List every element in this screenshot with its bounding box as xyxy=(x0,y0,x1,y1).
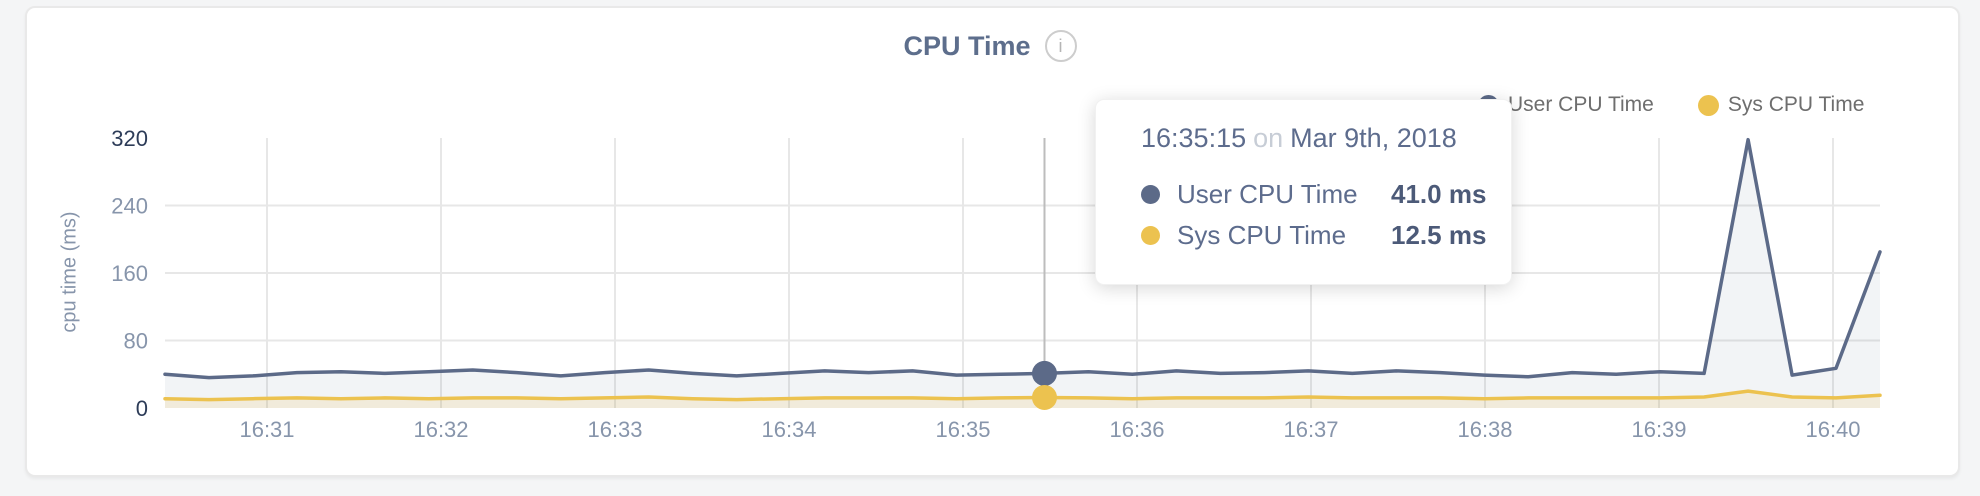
x-tick-label: 16:31 xyxy=(239,417,294,442)
legend-item-sys-cpu-time[interactable]: Sys CPU Time xyxy=(1697,93,1865,117)
x-tick-label: 16:33 xyxy=(587,417,642,442)
x-tick-label: 16:40 xyxy=(1805,417,1860,442)
tooltip-conjunction: on xyxy=(1253,123,1284,153)
tooltip-label-user: User CPU Time xyxy=(1177,179,1358,209)
legend-swatch-sys-icon xyxy=(1697,94,1719,116)
info-icon[interactable]: i xyxy=(1044,30,1077,62)
user-cpu-area xyxy=(165,139,1880,408)
tooltip-label-sys: Sys CPU Time xyxy=(1177,220,1347,250)
x-tick-label: 16:34 xyxy=(761,417,816,442)
tooltip-dot-sys-icon xyxy=(1141,226,1160,245)
y-tick-label: 160 xyxy=(111,261,148,286)
x-tick-label: 16:35 xyxy=(935,417,990,442)
x-tick-label: 16:32 xyxy=(413,417,468,442)
y-axis-title: cpu time (ms) xyxy=(58,211,81,333)
y-tick-label: 320 xyxy=(111,126,148,151)
sys-cpu-area xyxy=(165,391,1880,408)
legend-label-user: User CPU Time xyxy=(1508,93,1654,116)
chart-header: CPU Time i xyxy=(0,28,1980,64)
tooltip-date: Mar 9th, 2018 xyxy=(1290,123,1457,153)
y-tick-label: 80 xyxy=(124,329,148,354)
user-cpu-line xyxy=(163,137,1882,380)
chart-tooltip: 16:35:15 on Mar 9th, 2018 User CPU Time 41… xyxy=(1095,99,1512,285)
tooltip-value-sys: 12.5 ms xyxy=(1391,220,1487,250)
tooltip-value-user: 41.0 ms xyxy=(1391,179,1487,209)
legend-label-sys: Sys CPU Time xyxy=(1727,93,1865,116)
hover-dot-user xyxy=(1031,360,1057,386)
tooltip-row-sys: Sys CPU Time 12.5 ms xyxy=(1141,220,1486,251)
x-tick-label: 16:36 xyxy=(1109,417,1164,442)
info-icon-glyph: i xyxy=(1058,35,1063,56)
tooltip-row-user: User CPU Time 41.0 ms xyxy=(1141,179,1486,210)
plot-area[interactable] xyxy=(165,138,1880,408)
chart-title: CPU Time xyxy=(903,30,1031,61)
sys-cpu-line xyxy=(163,389,1882,402)
hover-dot-sys xyxy=(1031,384,1057,410)
tooltip-timestamp: 16:35:15 on Mar 9th, 2018 xyxy=(1141,123,1457,154)
y-tick-label: 0 xyxy=(136,396,148,421)
chart-legend: User CPU Time Sys CPU Time xyxy=(1478,93,1864,117)
x-tick-label: 16:38 xyxy=(1457,417,1512,442)
x-tick-label: 16:37 xyxy=(1283,417,1338,442)
y-tick-label: 240 xyxy=(111,194,148,219)
tooltip-dot-user-icon xyxy=(1141,185,1160,204)
tooltip-time: 16:35:15 xyxy=(1141,123,1247,153)
x-tick-label: 16:39 xyxy=(1631,417,1686,442)
